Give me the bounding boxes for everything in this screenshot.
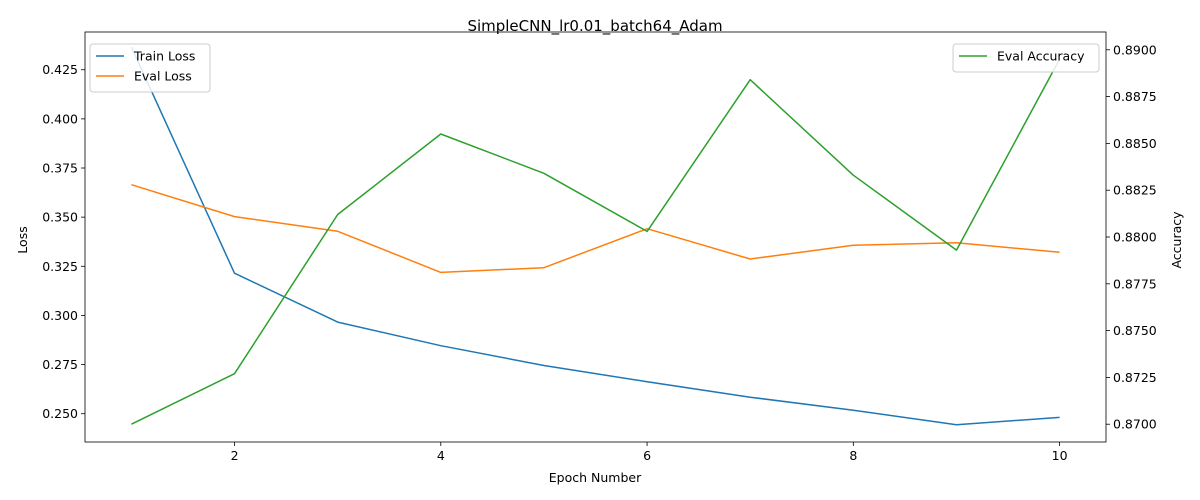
y-tick-label-right: 0.8775 [1113,276,1157,291]
y-tick-label-right: 0.8850 [1113,136,1157,151]
y-tick-label-right: 0.8750 [1113,323,1157,338]
y-tick-label-right: 0.8900 [1113,42,1157,57]
legend-label: Eval Loss [134,69,192,84]
y-tick-label-right: 0.8825 [1113,183,1157,198]
y-tick-label-left: 0.325 [42,259,78,274]
x-tick-label: 8 [849,448,857,463]
plot-frame [84,31,1107,443]
y-tick-label-left: 0.400 [42,111,78,126]
series-line-eval-accuracy [131,58,1061,425]
y-tick-label-left: 0.375 [42,161,78,176]
x-tick-label: 10 [1052,448,1068,463]
y-axis-label-left: Loss [15,226,30,253]
y-tick-label-left: 0.425 [42,62,78,77]
series-line-eval-loss [131,183,1060,274]
y-tick-label-left: 0.300 [42,308,78,323]
y-axis-label-right: Accuracy [1169,211,1184,269]
y-tick-label-left: 0.275 [42,357,78,372]
y-tick-label-right: 0.8725 [1113,370,1157,385]
y-tick-label-right: 0.8875 [1113,89,1157,104]
legend-label: Eval Accuracy [997,49,1085,64]
x-tick-label: 6 [643,448,651,463]
series-line-train-loss [130,46,1060,426]
x-tick-label: 4 [437,448,445,463]
legend-right-box [952,43,1100,73]
x-tick-label: 2 [231,448,239,463]
legend-label: Train Loss [133,49,195,64]
chart-title: SimpleCNN_lr0.01_batch64_Adam [467,17,722,36]
x-axis-label: Epoch Number [549,470,642,485]
y-tick-label-left: 0.250 [42,406,78,421]
y-tick-label-right: 0.8800 [1113,230,1157,245]
y-tick-label-right: 0.8700 [1113,417,1157,432]
y-tick-label-left: 0.350 [42,210,78,225]
